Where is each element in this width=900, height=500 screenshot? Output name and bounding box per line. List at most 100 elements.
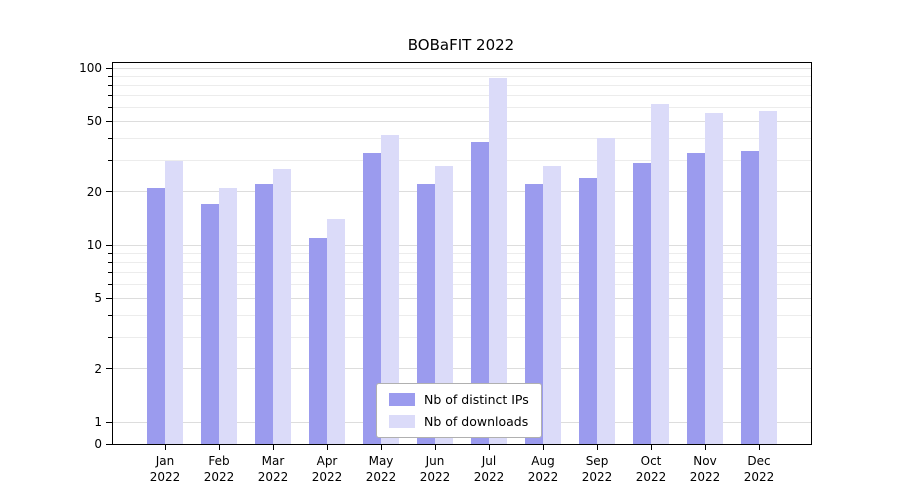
y-tick-label: 20	[86, 184, 102, 199]
x-tick-mark	[434, 445, 436, 450]
bar-distinct-ips-may	[363, 153, 381, 444]
y-minor-tick-mark	[108, 271, 112, 273]
x-tick-label-jul: Jul 2022	[459, 453, 519, 485]
x-tick-month: Nov	[693, 454, 717, 468]
x-tick-year: 2022	[149, 470, 181, 485]
bar-downloads-oct	[651, 103, 669, 444]
major-gridline	[113, 120, 811, 122]
bar-distinct-ips-jun	[417, 184, 435, 444]
legend-swatch	[389, 415, 415, 428]
y-tick-label: 0	[94, 437, 102, 451]
x-tick-year: 2022	[257, 470, 289, 485]
x-tick-month: Sep	[585, 454, 609, 468]
x-tick-year: 2022	[365, 470, 397, 485]
y-tick-label: 5	[94, 291, 102, 306]
x-tick-year: 2022	[527, 470, 559, 485]
x-tick-year: 2022	[581, 470, 613, 485]
minor-gridline	[113, 271, 811, 273]
x-tick-year: 2022	[203, 470, 235, 485]
minor-gridline	[113, 283, 811, 285]
minor-gridline	[113, 75, 811, 77]
chart-title: BOBaFIT 2022	[407, 36, 515, 54]
minor-gridline	[113, 160, 811, 162]
bar-downloads-jun	[435, 165, 453, 444]
x-tick-mark	[758, 445, 760, 450]
major-gridline	[113, 297, 811, 299]
bar-downloads-apr	[327, 219, 345, 444]
major-gridline	[113, 368, 811, 370]
y-tick-label: 10	[86, 238, 102, 252]
y-minor-tick-mark	[108, 106, 112, 108]
y-minor-tick-mark	[108, 283, 112, 285]
x-tick-mark	[596, 445, 598, 450]
bar-downloads-sep	[597, 138, 615, 444]
minor-gridline	[113, 137, 811, 139]
minor-gridline	[113, 261, 811, 263]
x-tick-year: 2022	[635, 470, 667, 485]
bar-downloads-feb	[219, 187, 237, 444]
legend-entry-downloads: Nb of downloads	[389, 414, 529, 429]
y-tick-label: 50	[86, 114, 102, 129]
x-tick-mark	[272, 445, 274, 450]
legend: Nb of distinct IPs Nb of downloads	[376, 383, 542, 438]
x-tick-year: 2022	[743, 470, 775, 485]
y-tick-mark	[106, 191, 112, 193]
legend-label: Nb of distinct IPs	[424, 392, 529, 407]
y-minor-tick-mark	[108, 252, 112, 254]
x-tick-label-feb: Feb 2022	[189, 453, 249, 485]
bar-downloads-dec	[759, 111, 777, 444]
x-tick-month: Mar	[261, 454, 285, 468]
plot-area: Nb of distinct IPs Nb of downloads	[112, 62, 812, 445]
bar-distinct-ips-sep	[579, 177, 597, 444]
y-tick-mark	[106, 368, 112, 370]
bar-distinct-ips-jul	[471, 142, 489, 444]
y-tick-mark	[106, 421, 112, 423]
x-tick-label-mar: Mar 2022	[243, 453, 303, 485]
y-tick-label: 1	[94, 415, 102, 429]
x-tick-month: Apr	[316, 454, 338, 468]
y-tick-label: 100	[79, 61, 102, 75]
x-tick-label-dec: Dec 2022	[729, 453, 789, 485]
bar-downloads-nov	[705, 112, 723, 444]
x-tick-mark	[326, 445, 328, 450]
x-tick-year: 2022	[311, 470, 343, 485]
minor-gridline	[113, 84, 811, 86]
x-tick-month: Aug	[531, 454, 555, 468]
minor-gridline	[113, 94, 811, 96]
y-tick-mark	[106, 297, 112, 299]
y-minor-tick-mark	[108, 137, 112, 139]
bar-distinct-ips-jan	[147, 187, 165, 444]
bar-downloads-jul	[489, 77, 507, 444]
x-tick-month: May	[368, 454, 394, 468]
y-minor-tick-mark	[108, 337, 112, 339]
y-minor-tick-mark	[108, 94, 112, 96]
legend-label: Nb of downloads	[424, 414, 529, 429]
x-tick-label-oct: Oct 2022	[621, 453, 681, 485]
x-tick-label-apr: Apr 2022	[297, 453, 357, 485]
bar-distinct-ips-dec	[741, 150, 759, 444]
x-tick-year: 2022	[419, 470, 451, 485]
bar-distinct-ips-oct	[633, 163, 651, 444]
bar-distinct-ips-feb	[201, 204, 219, 444]
legend-entry-distinct-ips: Nb of distinct IPs	[389, 392, 529, 407]
bar-distinct-ips-mar	[255, 184, 273, 444]
x-tick-month: Jul	[481, 454, 497, 468]
major-gridline	[113, 191, 811, 193]
y-tick-mark	[106, 67, 112, 69]
y-minor-tick-mark	[108, 314, 112, 316]
x-tick-year: 2022	[689, 470, 721, 485]
bar-downloads-jan	[165, 160, 183, 444]
x-tick-year: 2022	[473, 470, 505, 485]
y-tick-label: 2	[94, 361, 102, 376]
x-tick-label-may: May 2022	[351, 453, 411, 485]
x-tick-mark	[488, 445, 490, 450]
y-minor-tick-mark	[108, 75, 112, 77]
x-tick-label-jan: Jan 2022	[135, 453, 195, 485]
y-tick-mark	[106, 244, 112, 246]
minor-gridline	[113, 252, 811, 254]
major-gridline	[113, 244, 811, 246]
x-tick-mark	[542, 445, 544, 450]
major-gridline	[113, 67, 811, 69]
x-tick-mark	[164, 445, 166, 450]
